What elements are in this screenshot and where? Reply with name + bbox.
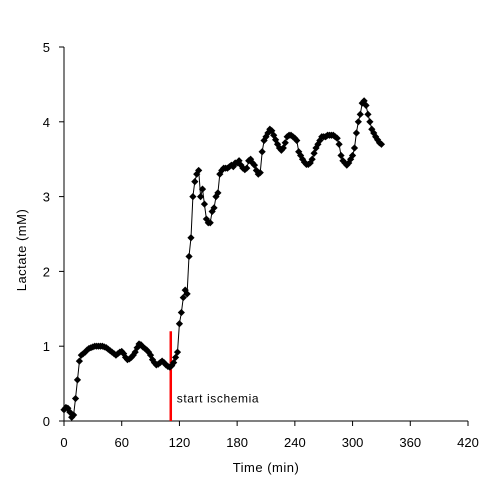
x-tick-label: 0	[60, 435, 67, 450]
data-point	[353, 129, 360, 136]
data-point	[364, 111, 371, 118]
x-tick-label: 60	[114, 435, 128, 450]
data-point	[259, 148, 266, 155]
data-point	[74, 376, 81, 383]
x-tick-label: 420	[457, 435, 479, 450]
data-point	[357, 111, 364, 118]
data-point	[72, 395, 79, 402]
x-tick-label: 120	[169, 435, 191, 450]
data-point	[336, 141, 343, 148]
y-tick-label: 5	[43, 40, 50, 55]
data-point	[189, 193, 196, 200]
series-lactate	[60, 97, 385, 421]
axes	[64, 47, 468, 421]
y-axis-label: Lactate (mM)	[14, 209, 29, 292]
annotation-text: start ischemia	[177, 391, 259, 405]
data-point	[76, 358, 83, 365]
x-tick-label: 180	[226, 435, 248, 450]
y-tick-label: 1	[43, 339, 50, 354]
ticks: 0 60 120 180 240 300 360 420 0 1 2 3 4 5	[43, 40, 479, 450]
annotation: start ischemia	[171, 331, 259, 421]
data-point	[191, 178, 198, 185]
y-tick-label: 3	[43, 190, 50, 205]
x-tick-label: 300	[342, 435, 364, 450]
data-point	[176, 320, 183, 327]
data-point	[178, 309, 185, 316]
data-point	[355, 118, 362, 125]
y-tick-label: 0	[43, 414, 50, 429]
series-line	[64, 101, 381, 417]
x-tick-label: 240	[284, 435, 306, 450]
x-axis-label: Time (min)	[233, 460, 300, 475]
y-tick-label: 2	[43, 264, 50, 279]
y-tick-label: 4	[43, 115, 50, 130]
data-point	[201, 200, 208, 207]
data-point	[366, 118, 373, 125]
x-tick-label: 360	[399, 435, 421, 450]
data-point	[185, 253, 192, 260]
series-points	[60, 97, 385, 421]
data-point	[187, 234, 194, 241]
data-point	[351, 144, 358, 151]
